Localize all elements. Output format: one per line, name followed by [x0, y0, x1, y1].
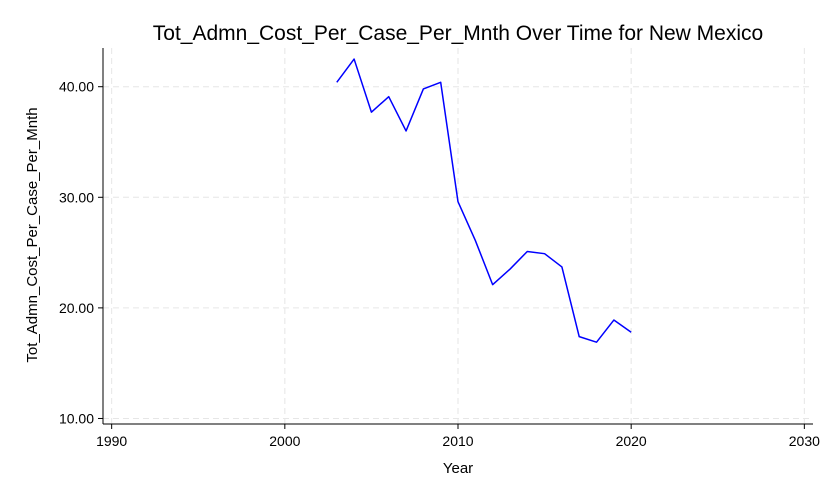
y-axis-title: Tot_Admn_Cost_Per_Case_Per_Mnth: [24, 107, 41, 362]
x-tick-label: 1990: [96, 433, 127, 449]
y-tick-label: 10.00: [59, 410, 94, 426]
x-tick-label: 2010: [442, 433, 473, 449]
x-axis-title: Year: [443, 460, 473, 477]
y-tick-label: 30.00: [59, 189, 94, 205]
x-tick-label: 2030: [789, 433, 820, 449]
chart-title: Tot_Admn_Cost_Per_Case_Per_Mnth Over Tim…: [153, 22, 763, 45]
y-tick-label: 40.00: [59, 79, 94, 95]
x-tick-label: 2020: [616, 433, 647, 449]
y-tick-label: 20.00: [59, 300, 94, 316]
x-tick-label: 2000: [269, 433, 300, 449]
